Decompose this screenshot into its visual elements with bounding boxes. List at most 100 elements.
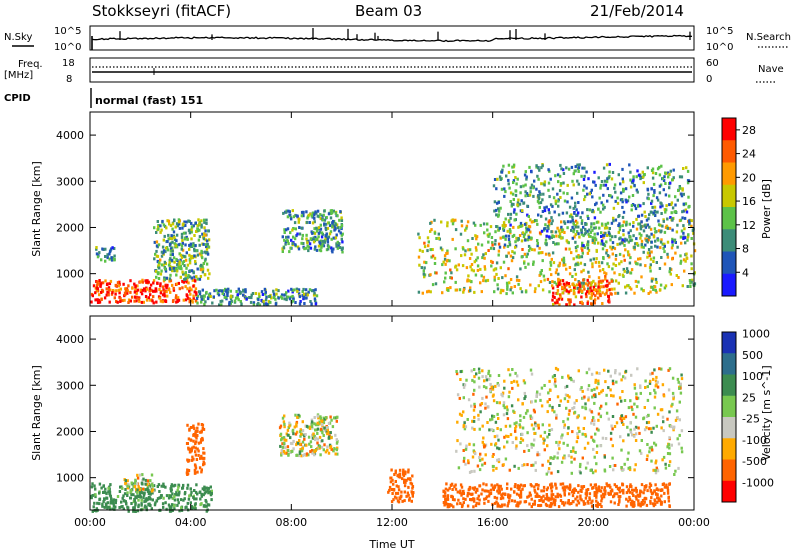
echo-cell: [303, 302, 306, 305]
echo-cell: [134, 285, 137, 289]
echo-cell: [564, 393, 568, 397]
echo-cell: [555, 268, 558, 272]
echo-cell: [441, 263, 444, 267]
echo-cell: [163, 289, 166, 293]
echo-cell: [528, 165, 531, 169]
echo-cell: [658, 367, 661, 371]
echo-cell: [473, 415, 476, 419]
echo-cell: [645, 458, 649, 461]
echo-cell: [537, 483, 540, 487]
echo-cell: [653, 499, 657, 503]
echo-cell: [571, 225, 574, 229]
echo-cell: [104, 255, 107, 258]
echo-cell: [200, 219, 203, 223]
echo-cell: [137, 503, 140, 507]
echo-cell: [625, 267, 629, 271]
echo-cell: [324, 222, 328, 226]
echo-cell: [650, 496, 653, 500]
echo-cell: [278, 426, 282, 430]
echo-cell: [497, 200, 500, 204]
echo-cell: [584, 227, 587, 231]
echo-cell: [481, 396, 484, 400]
echo-cell: [107, 293, 110, 297]
echo-cell: [600, 180, 604, 183]
echo-cell: [639, 263, 642, 267]
echo-cell: [515, 421, 518, 425]
echo-cell: [107, 490, 110, 494]
echo-cell: [91, 494, 94, 497]
echo-cell: [472, 499, 476, 503]
echo-cell: [319, 249, 323, 253]
echo-cell: [443, 503, 446, 507]
echo-cell: [449, 286, 452, 290]
echo-cell: [506, 284, 509, 288]
echo-cell: [119, 300, 122, 303]
echo-cell: [580, 498, 583, 502]
echo-cell: [677, 442, 681, 446]
echo-cell: [411, 485, 415, 488]
echo-cell: [407, 485, 410, 489]
echo-cell: [195, 497, 198, 501]
echo-cell: [172, 286, 175, 290]
echo-cell: [630, 485, 633, 488]
echo-cell: [592, 285, 596, 289]
echo-cell: [559, 183, 563, 187]
echo-cell: [284, 446, 287, 450]
echo-cell: [592, 257, 595, 261]
echo-cell: [171, 227, 174, 231]
echo-cell: [124, 488, 127, 491]
echo-cell: [406, 477, 410, 481]
echo-cell: [109, 483, 112, 487]
echo-cell: [90, 485, 94, 489]
echo-cell: [559, 163, 562, 167]
echo-cell: [551, 375, 555, 379]
echo-cell: [556, 226, 559, 230]
echo-cell: [513, 208, 516, 212]
echo-cell: [429, 290, 432, 294]
echo-cell: [136, 494, 139, 498]
echo-cell: [315, 226, 318, 230]
echo-cell: [607, 299, 610, 303]
echo-cell: [136, 476, 140, 480]
echo-cell: [573, 286, 576, 290]
echo-cell: [264, 290, 267, 294]
echo-cell: [538, 499, 541, 502]
echo-cell: [577, 166, 581, 170]
echo-cell: [525, 192, 529, 195]
echo-cell: [586, 243, 590, 247]
echo-cell: [182, 498, 185, 502]
echo-cell: [256, 303, 259, 307]
colorbar-tick-label: 24: [742, 148, 756, 161]
echo-cell: [180, 235, 184, 239]
echo-cell: [608, 227, 611, 230]
echo-cell: [104, 279, 107, 283]
echo-cell: [211, 301, 214, 305]
echo-cell: [630, 238, 634, 242]
echo-cell: [648, 446, 652, 450]
echo-cell: [599, 210, 602, 214]
echo-cell: [496, 283, 499, 287]
echo-cell: [485, 378, 489, 382]
echo-cell: [296, 245, 300, 249]
echo-cell: [655, 424, 658, 428]
echo-cell: [165, 507, 168, 511]
echo-cell: [288, 421, 291, 425]
echo-cell: [485, 386, 488, 390]
echo-cell: [156, 225, 160, 229]
echo-cell: [497, 486, 500, 490]
echo-cell: [626, 250, 630, 254]
echo-cell: [597, 176, 600, 180]
echo-cell: [518, 484, 521, 488]
colorbar-frame: [721, 117, 737, 297]
echo-cell: [484, 279, 488, 283]
echo-cell: [188, 494, 191, 498]
echo-cell: [287, 242, 290, 246]
echo-cell: [603, 234, 606, 238]
echo-cell: [444, 262, 447, 266]
echo-cell: [195, 293, 198, 297]
echo-cell: [142, 287, 146, 291]
echo-cell: [444, 491, 447, 495]
echo-cell: [324, 239, 327, 243]
echo-cell: [314, 288, 317, 292]
